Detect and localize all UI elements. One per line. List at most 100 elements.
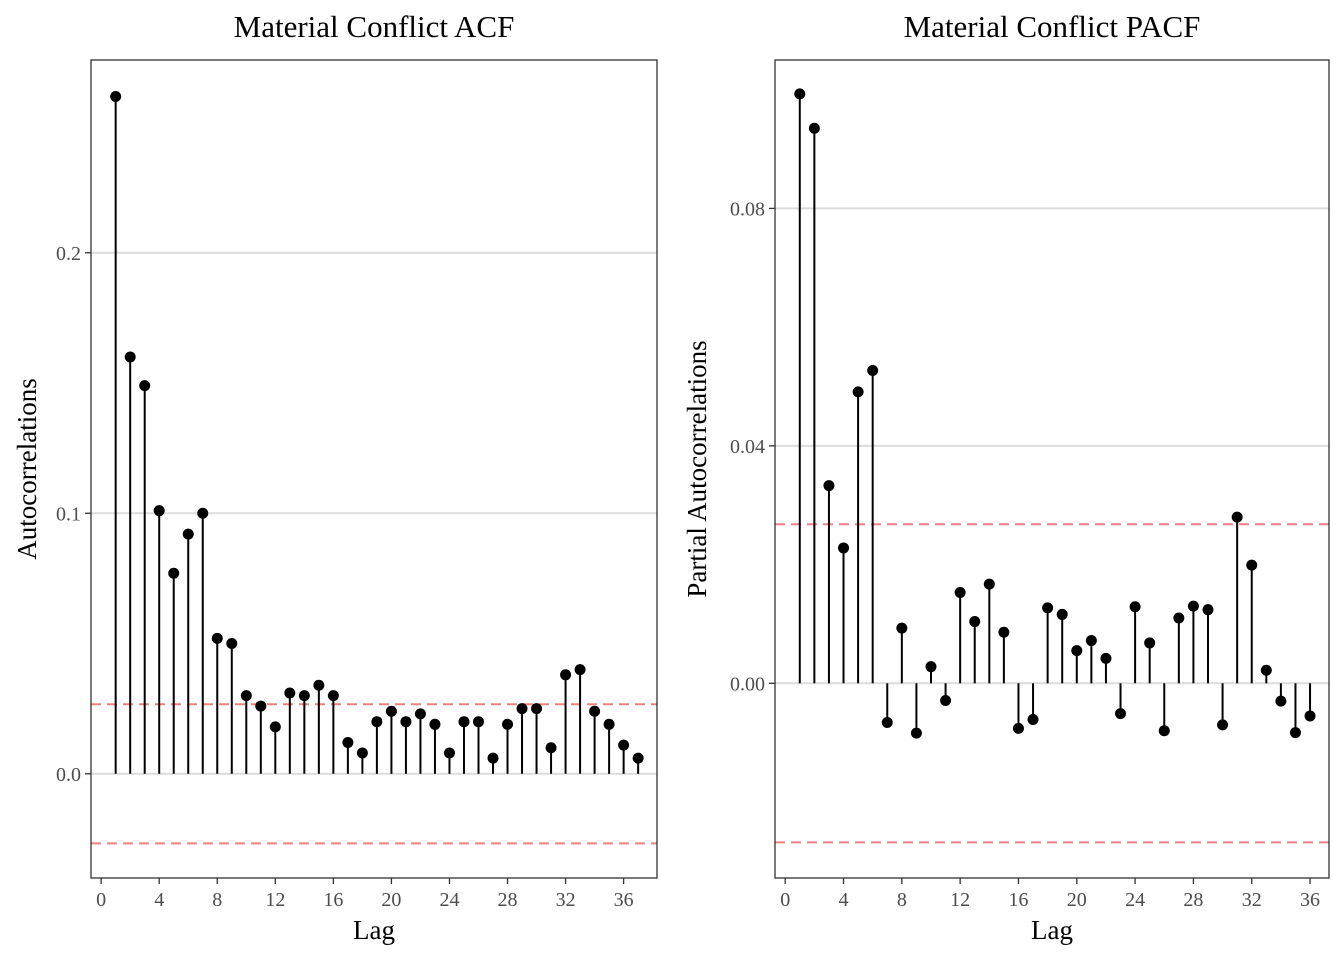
point-lag-30 <box>1217 719 1229 731</box>
point-lag-10 <box>925 661 937 673</box>
point-lag-20 <box>1071 645 1083 657</box>
y-tick-label: 0.00 <box>730 673 765 695</box>
x-tick-label: 28 <box>1183 889 1203 911</box>
point-lag-5 <box>168 567 180 579</box>
x-tick-label: 32 <box>1242 889 1262 911</box>
point-lag-36 <box>1304 710 1316 722</box>
point-lag-23 <box>1115 708 1127 720</box>
x-axis-label: Lag <box>1031 915 1073 945</box>
point-lag-12 <box>954 586 966 598</box>
point-lag-35 <box>1289 727 1301 739</box>
point-lag-33 <box>574 664 586 676</box>
point-lag-23 <box>429 718 441 730</box>
point-lag-2 <box>808 122 820 134</box>
x-tick-label: 8 <box>212 889 222 911</box>
point-lag-34 <box>1275 695 1287 707</box>
point-lag-9 <box>910 727 922 739</box>
x-tick-label: 12 <box>265 889 285 911</box>
point-lag-13 <box>969 616 981 628</box>
point-lag-22 <box>1100 652 1112 664</box>
point-lag-16 <box>1012 722 1024 734</box>
point-lag-27 <box>1173 612 1185 624</box>
x-tick-label: 12 <box>950 889 970 911</box>
x-tick-label: 0 <box>780 889 790 911</box>
point-lag-11 <box>255 700 267 712</box>
y-axis-label: Autocorrelations <box>12 378 42 559</box>
x-tick-label: 16 <box>323 889 343 911</box>
y-tick-label: 0.1 <box>56 503 81 525</box>
point-lag-36 <box>618 739 630 751</box>
point-lag-19 <box>1056 608 1068 620</box>
chart-panel-2: 0 4 8 12 16 20 24 28 32 36 0.00 0.04 0.08 Material Co… <box>682 9 1330 945</box>
point-lag-14 <box>298 690 310 702</box>
x-axis-label: Lag <box>353 915 395 945</box>
x-tick-label: 8 <box>897 889 907 911</box>
point-lag-13 <box>284 687 296 699</box>
x-tick-label: 16 <box>1008 889 1028 911</box>
point-lag-2 <box>124 351 136 363</box>
x-tick-label: 32 <box>556 889 576 911</box>
point-lag-22 <box>414 708 426 720</box>
point-lag-15 <box>313 679 325 691</box>
point-lag-21 <box>400 716 412 728</box>
point-lag-1 <box>110 90 122 102</box>
x-tick-label: 20 <box>1067 889 1087 911</box>
y-tick-label: 0.0 <box>56 764 81 786</box>
point-lag-34 <box>589 705 601 717</box>
point-lag-28 <box>1187 600 1199 612</box>
point-lag-29 <box>516 703 528 715</box>
point-lag-24 <box>1129 601 1141 613</box>
x-tick-label: 0 <box>96 889 106 911</box>
x-tick-label: 36 <box>614 889 634 911</box>
point-lag-6 <box>867 364 879 376</box>
panel-border <box>774 59 1330 879</box>
point-lag-15 <box>998 626 1010 638</box>
y-tick-label: 0.2 <box>56 243 81 265</box>
point-lag-31 <box>1231 511 1243 523</box>
point-lag-37 <box>632 752 644 764</box>
point-lag-31 <box>545 742 557 754</box>
point-lag-16 <box>327 690 339 702</box>
point-lag-27 <box>487 752 499 764</box>
point-lag-32 <box>560 669 572 681</box>
chart-title: Material Conflict ACF <box>234 9 515 44</box>
point-lag-35 <box>603 718 615 730</box>
point-lag-4 <box>838 542 850 554</box>
point-lag-26 <box>472 716 484 728</box>
point-lag-29 <box>1202 604 1214 616</box>
x-tick-label: 4 <box>154 889 164 911</box>
x-tick-label: 20 <box>381 889 401 911</box>
point-lag-12 <box>269 721 281 733</box>
point-lag-3 <box>823 480 835 492</box>
point-lag-17 <box>342 737 354 749</box>
point-lag-19 <box>371 716 383 728</box>
point-lag-21 <box>1085 635 1097 647</box>
point-lag-10 <box>240 690 252 702</box>
x-tick-label: 36 <box>1300 889 1320 911</box>
point-lag-33 <box>1260 664 1272 676</box>
point-lag-4 <box>153 505 165 517</box>
chart-title: Material Conflict PACF <box>904 9 1201 44</box>
point-lag-17 <box>1027 714 1039 726</box>
point-lag-7 <box>881 716 893 728</box>
point-lag-18 <box>356 747 368 759</box>
point-lag-9 <box>226 638 238 650</box>
point-lag-7 <box>197 507 209 519</box>
y-axis-label: Partial Autocorrelations <box>682 340 712 597</box>
x-tick-label: 4 <box>839 889 849 911</box>
point-lag-1 <box>794 88 806 100</box>
chart-panel-1: 0 4 8 12 16 20 24 28 32 36 0.0 0.1 0.2 Material Confl… <box>12 9 658 945</box>
x-tick-label: 24 <box>1125 889 1145 911</box>
point-lag-24 <box>443 747 455 759</box>
point-lag-11 <box>940 695 952 707</box>
x-tick-label: 24 <box>439 889 459 911</box>
point-lag-20 <box>385 705 397 717</box>
point-lag-28 <box>502 718 514 730</box>
point-lag-32 <box>1246 559 1258 571</box>
y-tick-label: 0.04 <box>730 436 765 458</box>
point-lag-6 <box>182 528 194 540</box>
point-lag-25 <box>458 716 470 728</box>
point-lag-26 <box>1158 725 1170 737</box>
point-lag-3 <box>139 380 151 392</box>
